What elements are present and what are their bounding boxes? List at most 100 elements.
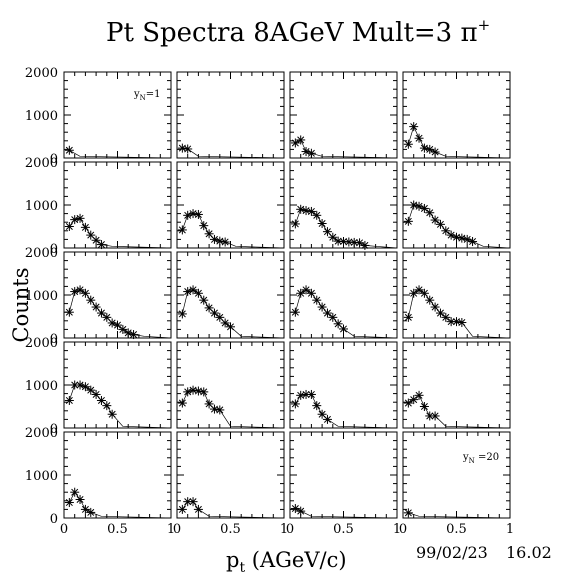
marker-stroke [307,149,315,157]
data-point [322,227,332,237]
data-point [419,402,429,411]
marker-stroke [334,237,342,245]
data-point [457,318,467,328]
panel-7 [289,161,398,250]
data-point [403,398,413,408]
marker-stroke [339,238,348,246]
marker-stroke [81,289,89,297]
panel-2 [176,71,285,159]
marker-stroke [65,222,73,231]
fit-line [408,125,511,159]
data-point [296,204,306,214]
marker-stroke [323,415,331,423]
data-point [91,389,101,399]
x-tick-label: 0 [399,522,407,537]
marker-stroke [194,210,202,218]
data-point [183,144,193,154]
panel-19: 0 0.5 1 [286,431,401,537]
y-tick-label: 2000 [25,246,58,261]
data-point [425,295,435,305]
panel-16 [402,341,511,429]
data-point [306,148,316,158]
data-point [199,295,209,305]
panel-11 [289,251,398,339]
marker-stroke [350,238,358,246]
data-point [290,399,300,409]
data-point [188,285,198,295]
x-axis-title-units: (AGeV/c) [245,548,346,572]
panel-8 [402,161,511,249]
data-point [339,324,348,334]
marker-stroke [108,410,116,418]
marker-stroke [297,391,305,399]
marker-stroke [92,390,100,398]
marker-stroke [124,329,132,337]
data-point [322,308,332,318]
marker-stroke [442,227,450,235]
data-point [409,200,419,210]
panel-label-rest: =1 [146,89,161,100]
marker-stroke [334,320,342,328]
marker-stroke [76,286,84,294]
data-point [317,302,327,312]
data-point [75,213,85,223]
data-point [129,330,139,340]
y-tick-label: 0 [50,152,58,167]
data-point [75,495,85,505]
data-point [86,385,96,395]
marker-stroke [97,241,105,249]
data-point [296,506,306,516]
panel-9: 2000 1000 0 [25,246,172,347]
marker-stroke [447,231,455,239]
marker-stroke [76,381,84,389]
data-point [199,387,209,397]
data-point [86,507,96,517]
data-point [215,405,225,415]
panel-grid: 200010000yN=1200010000200010000200010000… [25,66,514,537]
data-point [430,215,440,225]
data-point [215,312,225,322]
figure-title: Pt Spectra 8AGeV Mult=3 π+ [106,16,490,48]
marker-stroke [302,286,310,294]
marker-stroke [87,386,95,394]
data-point [75,285,85,295]
x-tick-label: 0 [60,522,68,537]
x-axis-title: pt (AGeV/c) [226,548,347,576]
data-point [220,237,230,247]
marker-stroke [329,313,337,321]
data-point [177,398,187,408]
data-point [113,320,122,330]
data-point [188,497,198,507]
data-point [317,218,327,228]
marker-stroke [404,217,412,225]
y-tick-label: 2000 [25,426,58,441]
marker-stroke [81,223,89,231]
y-tick-label: 1000 [25,289,58,304]
data-point [419,143,429,153]
marker-stroke [119,325,127,333]
marker-stroke [404,313,412,321]
marker-stroke [130,331,138,339]
marker-stroke [297,289,305,297]
marker-stroke [302,148,310,156]
data-point [296,135,306,145]
marker-stroke [81,383,89,391]
x-tick-label: 1 [506,522,514,537]
marker-stroke [291,400,299,408]
y-tick-label: 1000 [25,469,58,484]
figure-title-superscript: + [478,16,491,34]
marker-stroke [87,231,95,239]
data-point [220,318,230,328]
marker-stroke [420,144,428,152]
marker-stroke [200,388,208,396]
figure-title-text: Pt Spectra 8AGeV Mult=3 π [106,18,478,48]
marker-stroke [404,140,412,148]
marker-stroke [318,219,326,227]
data-point [403,139,413,149]
data-point [290,219,300,229]
x-tick-label: 0 [286,522,294,537]
data-point [177,225,187,235]
marker-stroke [184,498,192,506]
data-point [96,395,106,405]
panel-4 [402,71,511,159]
